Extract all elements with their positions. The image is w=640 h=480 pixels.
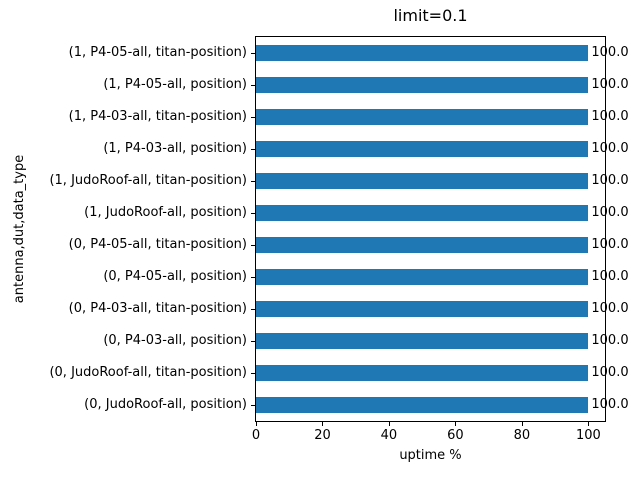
y-tick-mark bbox=[251, 405, 255, 406]
bar bbox=[256, 77, 589, 93]
bar-value-label: 100.0 bbox=[591, 365, 629, 380]
x-tick-label: 40 bbox=[380, 428, 398, 443]
y-axis-label: antenna,dut,data_type bbox=[12, 154, 27, 304]
bar bbox=[256, 269, 589, 285]
bar-value-label: 100.0 bbox=[591, 173, 629, 188]
x-axis-label: uptime % bbox=[399, 448, 462, 463]
bar-value-label: 100.0 bbox=[591, 45, 629, 60]
chart-title: limit=0.1 bbox=[393, 6, 468, 25]
bar-value-label: 100.0 bbox=[591, 109, 629, 124]
bar-value-label: 100.0 bbox=[591, 141, 629, 156]
y-tick-mark bbox=[251, 245, 255, 246]
y-tick-mark bbox=[251, 373, 255, 374]
x-tick-mark bbox=[322, 422, 324, 426]
bar bbox=[256, 173, 589, 189]
bar-value-label: 100.0 bbox=[591, 333, 629, 348]
y-tick-label: (0, P4-03-all, titan-position) bbox=[68, 301, 247, 316]
plot-area: 100.0 100.0 100.0 100.0 100.0 100.0 100.0 100.0… bbox=[255, 36, 629, 422]
x-tick-label: 0 bbox=[251, 428, 261, 443]
x-tick-label: 60 bbox=[447, 428, 464, 443]
x-tick-mark bbox=[455, 422, 457, 426]
x-tick-mark bbox=[388, 422, 390, 426]
y-tick-mark bbox=[251, 309, 255, 310]
bar bbox=[256, 45, 589, 61]
bar-value-label: 100.0 bbox=[591, 301, 629, 316]
bar bbox=[256, 333, 589, 349]
bar-value-label: 100.0 bbox=[591, 237, 629, 252]
bar-value-label: 100.0 bbox=[591, 77, 629, 92]
y-tick-label: (1, P4-03-all, position) bbox=[103, 141, 247, 156]
y-tick-label: (0, JudoRoof-all, titan-position) bbox=[49, 365, 247, 380]
x-tick-mark bbox=[588, 422, 590, 426]
y-tick-mark bbox=[251, 213, 255, 214]
y-tick-label: (1, JudoRoof-all, position) bbox=[84, 205, 247, 220]
y-tick-label: (0, JudoRoof-all, position) bbox=[84, 397, 247, 412]
bar-value-label: 100.0 bbox=[591, 205, 629, 220]
y-tick-label: (0, P4-05-all, titan-position) bbox=[68, 237, 247, 252]
y-tick-label: (1, JudoRoof-all, titan-position) bbox=[49, 173, 247, 188]
x-tick-label: 80 bbox=[513, 428, 531, 443]
bar bbox=[256, 237, 589, 253]
bar bbox=[256, 365, 589, 381]
bar bbox=[256, 301, 589, 317]
y-tick-mark bbox=[251, 341, 255, 342]
y-tick-label: (1, P4-05-all, titan-position) bbox=[68, 45, 247, 60]
x-tick-label: 100 bbox=[575, 428, 601, 443]
x-tick-mark bbox=[256, 422, 257, 426]
x-tick-mark bbox=[521, 422, 523, 426]
y-tick-mark bbox=[251, 117, 255, 118]
y-tick-label: (1, P4-05-all, position) bbox=[103, 77, 247, 92]
bar bbox=[256, 141, 589, 157]
bar-value-label: 100.0 bbox=[591, 397, 629, 412]
bar bbox=[256, 109, 589, 125]
bar bbox=[256, 205, 589, 221]
y-tick-mark bbox=[251, 85, 255, 86]
y-tick-label: (0, P4-05-all, position) bbox=[103, 269, 247, 284]
y-tick-label: (1, P4-03-all, titan-position) bbox=[68, 109, 247, 124]
bar bbox=[256, 397, 589, 413]
y-tick-mark bbox=[251, 181, 255, 182]
bar-value-label: 100.0 bbox=[591, 269, 629, 284]
y-tick-mark bbox=[251, 53, 255, 54]
x-tick-label: 20 bbox=[314, 428, 331, 443]
y-tick-mark bbox=[251, 277, 255, 278]
y-tick-mark bbox=[251, 149, 255, 150]
y-tick-label: (0, P4-03-all, position) bbox=[103, 333, 247, 348]
